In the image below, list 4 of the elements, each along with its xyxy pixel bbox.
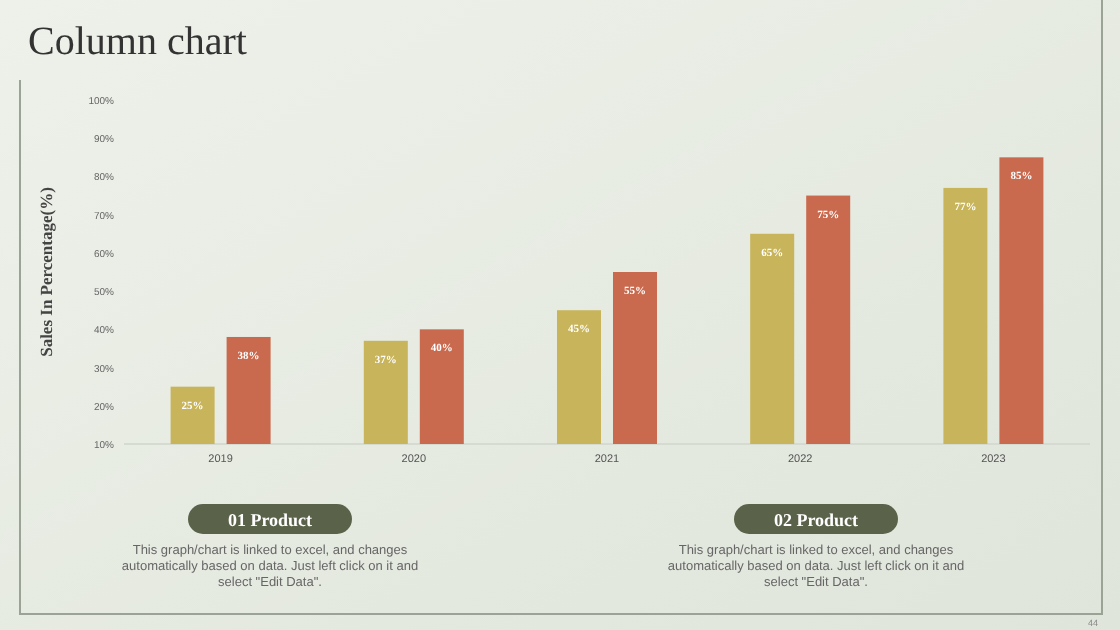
text: 02 Product — [773, 510, 859, 530]
text: 01 Product — [227, 510, 313, 530]
y-axis-title: Sales In Percentage(%) — [36, 186, 56, 357]
chart-title: Column chart — [28, 20, 248, 64]
